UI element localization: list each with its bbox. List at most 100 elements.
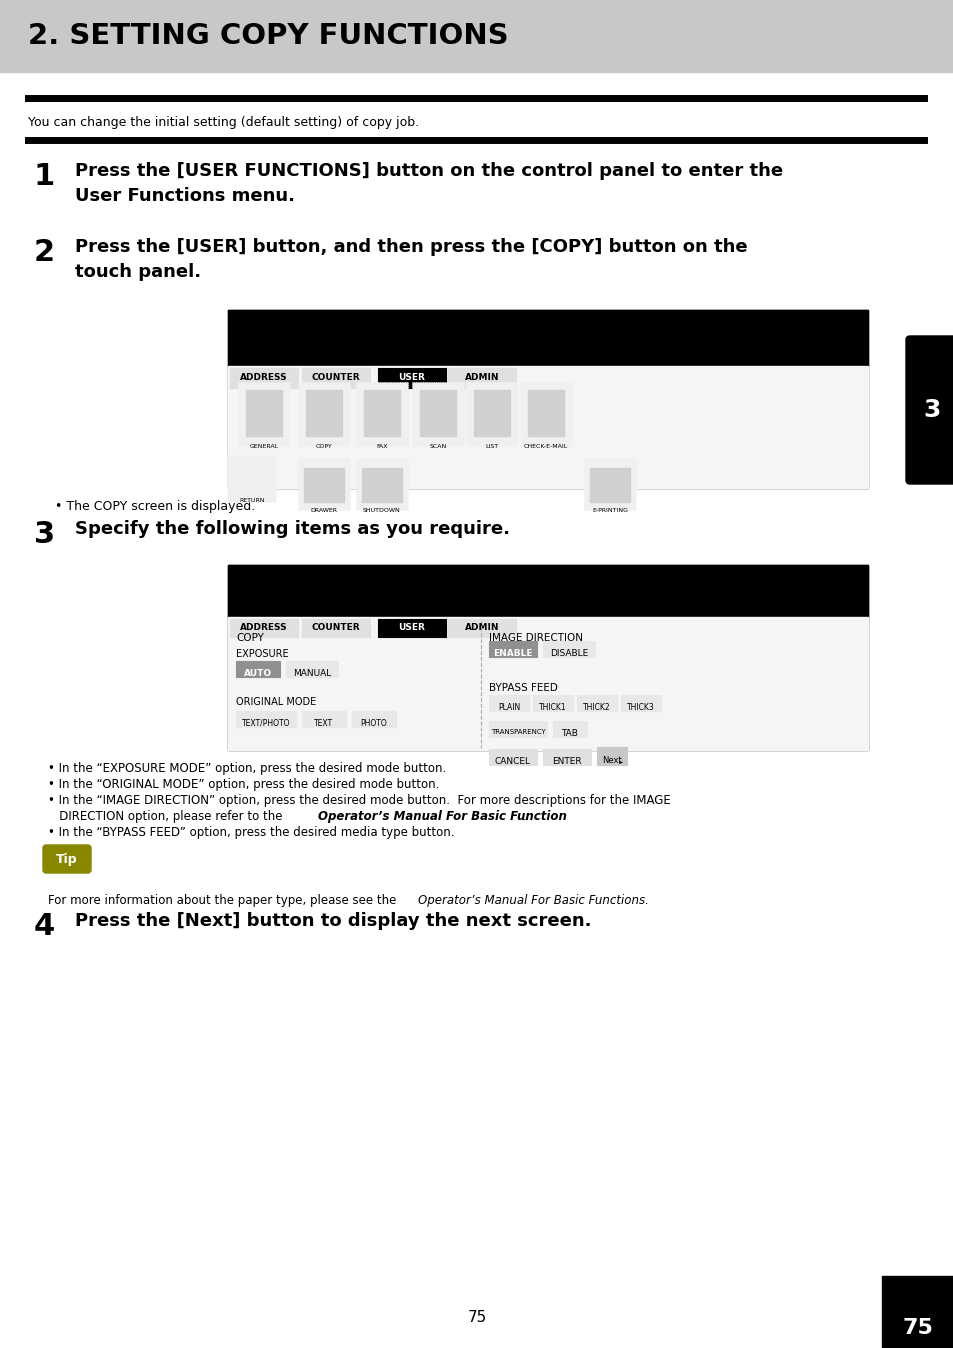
Bar	[597, 747, 626, 766]
Bar	[352, 710, 395, 727]
Text: DIRECTION option, please refer to the: DIRECTION option, please refer to the	[48, 810, 286, 824]
Bar	[448, 368, 516, 388]
Text: SCAN: SCAN	[429, 443, 446, 449]
Text: CHECK-E-MAIL: CHECK-E-MAIL	[523, 443, 568, 449]
Text: DISABLE: DISABLE	[549, 648, 587, 658]
Text: You can change the initial setting (default setting) of copy job.: You can change the initial setting (defa…	[28, 116, 418, 129]
Text: PHOTO: PHOTO	[360, 718, 387, 728]
Text: LIST: LIST	[485, 443, 498, 449]
Text: EXPOSURE: EXPOSURE	[235, 648, 289, 659]
Bar	[297, 381, 350, 446]
Text: ►: ►	[618, 759, 622, 764]
Text: • The COPY screen is displayed.: • The COPY screen is displayed.	[55, 500, 255, 514]
Text: ADDRESS: ADDRESS	[240, 373, 288, 383]
Text: TEXT: TEXT	[314, 718, 334, 728]
Text: Tip: Tip	[56, 852, 78, 865]
Bar	[620, 696, 660, 710]
Bar	[553, 721, 586, 737]
Bar	[235, 661, 280, 677]
Bar	[474, 390, 510, 435]
Bar	[230, 368, 297, 388]
Bar	[228, 310, 867, 488]
Text: USER: USER	[398, 624, 425, 632]
Text: For more information about the paper type, please see the: For more information about the paper typ…	[48, 894, 399, 907]
Bar	[302, 368, 370, 388]
Bar	[882, 1277, 953, 1348]
Text: DRAWER: DRAWER	[310, 508, 337, 514]
Text: USER: USER	[398, 373, 425, 383]
Bar	[228, 565, 867, 617]
Text: E-PRINTING: E-PRINTING	[592, 508, 627, 514]
Text: Press the [USER FUNCTIONS] button on the control panel to enter the
User Functio: Press the [USER FUNCTIONS] button on the…	[75, 162, 782, 205]
Text: Next: Next	[601, 756, 621, 766]
FancyBboxPatch shape	[43, 845, 91, 874]
Text: 3: 3	[923, 398, 940, 422]
Text: Operator’s Manual For Basic Function: Operator’s Manual For Basic Function	[317, 810, 566, 824]
Text: ADDRESS: ADDRESS	[240, 624, 288, 632]
Text: CANCEL: CANCEL	[495, 758, 531, 766]
Bar	[228, 367, 867, 488]
Bar	[306, 390, 341, 435]
Text: • In the “ORIGINAL MODE” option, press the desired mode button.: • In the “ORIGINAL MODE” option, press t…	[48, 778, 439, 791]
Bar	[361, 468, 401, 501]
Bar	[228, 565, 867, 749]
Bar	[237, 381, 290, 446]
Text: IMAGE DIRECTION: IMAGE DIRECTION	[489, 634, 582, 643]
Text: 75: 75	[902, 1318, 932, 1339]
Text: TRANSPARENCY: TRANSPARENCY	[490, 729, 545, 735]
Text: • In the “IMAGE DIRECTION” option, press the desired mode button.  For more desc: • In the “IMAGE DIRECTION” option, press…	[48, 794, 670, 807]
Text: SHUTDOWN: SHUTDOWN	[363, 508, 400, 514]
Text: • In the “BYPASS FEED” option, press the desired media type button.: • In the “BYPASS FEED” option, press the…	[48, 826, 454, 838]
Text: Press the [Next] button to display the next screen.: Press the [Next] button to display the n…	[75, 913, 591, 930]
Text: Specify the following items as you require.: Specify the following items as you requi…	[75, 520, 510, 538]
Bar	[542, 642, 595, 656]
Text: 4: 4	[34, 913, 55, 941]
Bar	[355, 381, 408, 446]
Text: THICK1: THICK1	[538, 704, 566, 712]
Text: THICK2: THICK2	[582, 704, 610, 712]
Text: • In the “EXPOSURE MODE” option, press the desired mode button.: • In the “EXPOSURE MODE” option, press t…	[48, 762, 446, 775]
Bar	[577, 696, 617, 710]
Text: COPY: COPY	[235, 634, 264, 643]
Bar	[355, 458, 408, 510]
Text: TEXT/PHOTO: TEXT/PHOTO	[241, 718, 290, 728]
Bar	[364, 390, 399, 435]
Text: COUNTER: COUNTER	[312, 373, 360, 383]
Text: 2. SETTING COPY FUNCTIONS: 2. SETTING COPY FUNCTIONS	[28, 22, 508, 50]
Bar	[302, 619, 370, 638]
Bar	[302, 710, 346, 727]
Bar	[419, 390, 456, 435]
Text: Press the [USER] button, and then press the [COPY] button on the
touch panel.: Press the [USER] button, and then press …	[75, 239, 747, 280]
Bar	[304, 468, 344, 501]
Text: Operator’s Manual For Basic Functions.: Operator’s Manual For Basic Functions.	[417, 894, 648, 907]
Text: AUTO: AUTO	[244, 669, 272, 678]
Bar	[297, 458, 350, 510]
Bar	[489, 696, 529, 710]
Text: COPY: COPY	[315, 443, 332, 449]
Bar	[465, 381, 517, 446]
Bar	[489, 642, 537, 656]
Bar	[0, 0, 953, 71]
Text: ENTER: ENTER	[552, 758, 581, 766]
Bar	[228, 310, 867, 367]
Bar	[519, 381, 572, 446]
Text: 3: 3	[34, 520, 55, 549]
Text: THICK3: THICK3	[626, 704, 654, 712]
Text: 1: 1	[34, 162, 55, 191]
Bar	[235, 710, 295, 727]
Text: COUNTER: COUNTER	[312, 624, 360, 632]
Text: PLAIN: PLAIN	[497, 704, 519, 712]
Text: RETURN: RETURN	[239, 497, 265, 503]
Text: ENABLE: ENABLE	[493, 648, 532, 658]
Bar	[412, 381, 463, 446]
Text: ADMIN: ADMIN	[464, 624, 498, 632]
Bar	[589, 468, 629, 501]
Text: BYPASS FEED: BYPASS FEED	[489, 683, 558, 693]
Text: .: .	[522, 810, 526, 824]
Bar	[448, 619, 516, 638]
Text: MANUAL: MANUAL	[293, 669, 331, 678]
Text: ADMIN: ADMIN	[464, 373, 498, 383]
Text: 2: 2	[34, 239, 55, 267]
Bar	[489, 749, 537, 766]
Text: 75: 75	[467, 1310, 486, 1325]
